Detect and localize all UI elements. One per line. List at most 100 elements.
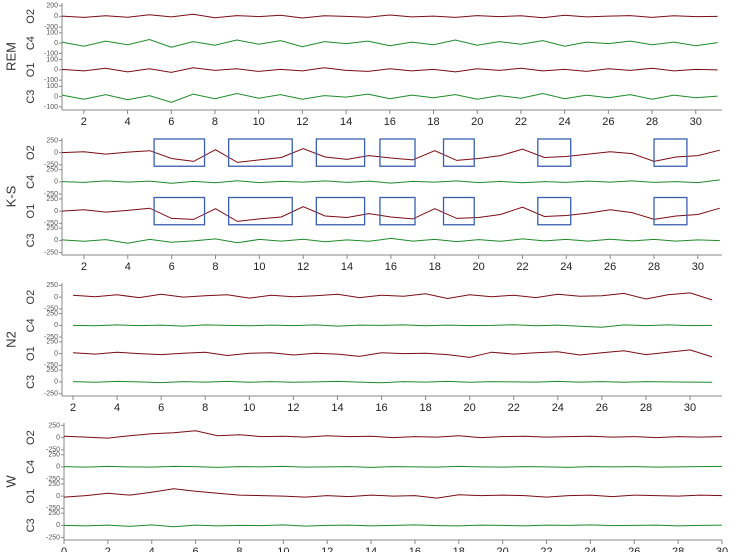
x-tick-label: 18: [427, 116, 439, 128]
x-tick-label: 20: [497, 546, 509, 552]
x-tick-label: 20: [464, 402, 476, 414]
y-tick-label: 0: [54, 179, 58, 186]
x-tick-label: 28: [646, 116, 658, 128]
y-tick-label: -250: [46, 447, 60, 454]
x-tick-label: 0: [61, 546, 67, 552]
signal-trace: [61, 67, 718, 73]
x-tick-label: 14: [340, 116, 352, 128]
signal-trace: [61, 148, 720, 163]
x-tick-label: 14: [331, 402, 343, 414]
y-tick-label: -250: [44, 362, 58, 369]
y-tick-label: 0: [56, 464, 60, 471]
highlight-box: [315, 138, 366, 167]
y-tick-label: 250: [48, 481, 60, 488]
channel-label: C3: [25, 375, 37, 389]
channel-label: C4: [25, 36, 37, 50]
y-tick-label: -100: [44, 50, 58, 57]
channel-label: C3: [25, 90, 37, 104]
x-tick-label: 12: [296, 116, 308, 128]
y-tick-label: 0: [56, 522, 60, 529]
x-tick-label: 28: [648, 261, 660, 273]
signal-trace: [63, 465, 723, 468]
x-tick-label: 2: [81, 261, 87, 273]
highlight-box: [537, 138, 572, 167]
x-tick-label: 8: [202, 402, 208, 414]
y-tick-label: -250: [46, 534, 60, 541]
stage-label: K-S: [3, 185, 18, 207]
y-tick-label: -250: [44, 334, 58, 341]
x-tick-label: 22: [540, 546, 552, 552]
signal-trace: [72, 349, 713, 358]
x-tick-label: 6: [169, 261, 175, 273]
signal-trace: [72, 324, 713, 328]
y-tick-label: -250: [46, 505, 60, 512]
y-tick-label: 250: [46, 225, 58, 232]
stage-label: REM: [3, 42, 18, 71]
y-tick-label: 0: [54, 13, 58, 20]
y-tick-label: 250: [48, 510, 60, 517]
channel-label: C3: [25, 518, 37, 532]
x-tick-label: 4: [125, 261, 131, 273]
y-tick-label: 0: [54, 322, 58, 329]
y-tick-label: 250: [46, 137, 58, 144]
y-tick-label: 250: [46, 282, 58, 289]
y-tick-label: -250: [44, 249, 58, 256]
x-tick-label: 24: [584, 546, 596, 552]
x-tick-label: 12: [287, 402, 299, 414]
x-tick-label: 8: [236, 546, 242, 552]
y-tick-label: 0: [54, 40, 58, 47]
x-tick-label: 22: [508, 402, 520, 414]
x-tick-label: 20: [472, 261, 484, 273]
y-tick-label: 250: [46, 196, 58, 203]
x-tick-label: 10: [253, 261, 265, 273]
highlight-box: [537, 196, 572, 226]
x-tick-label: 18: [419, 402, 431, 414]
y-tick-label: 250: [46, 310, 58, 317]
y-tick-label: -250: [44, 162, 58, 169]
x-tick-label: 30: [684, 402, 696, 414]
x-tick-label: 22: [515, 116, 527, 128]
highlight-box: [653, 138, 688, 167]
y-tick-label: 0: [56, 434, 60, 441]
channel-label: C3: [25, 233, 37, 247]
y-tick-label: 250: [48, 452, 60, 459]
y-tick-label: -250: [44, 390, 58, 397]
signal-trace: [63, 524, 723, 528]
signal-trace: [61, 13, 718, 19]
channel-label: C4: [25, 318, 37, 332]
y-tick-label: 250: [46, 339, 58, 346]
channel-label: O2: [25, 430, 37, 445]
signal-trace: [72, 292, 713, 301]
x-tick-label: 6: [168, 116, 174, 128]
x-tick-label: 18: [429, 261, 441, 273]
stage-label: W: [3, 475, 18, 488]
signal-trace: [63, 488, 723, 499]
x-tick-label: 14: [365, 546, 377, 552]
y-tick-label: -250: [44, 191, 58, 198]
x-tick-label: 10: [253, 116, 265, 128]
channel-label: O1: [25, 346, 37, 361]
x-tick-label: 16: [375, 402, 387, 414]
y-tick-label: 250: [48, 422, 60, 429]
signal-trace: [61, 206, 720, 222]
highlight-box: [153, 138, 206, 167]
x-tick-label: 16: [385, 261, 397, 273]
y-tick-label: 100: [46, 30, 58, 37]
x-tick-label: 24: [560, 261, 572, 273]
y-tick-label: 0: [54, 208, 58, 215]
x-tick-label: 8: [212, 116, 218, 128]
highlight-box: [315, 196, 366, 226]
y-tick-label: -250: [46, 476, 60, 483]
highlight-box: [227, 138, 293, 167]
y-tick-label: 250: [46, 167, 58, 174]
x-tick-label: 2: [81, 116, 87, 128]
highlight-box: [442, 196, 475, 226]
x-tick-label: 28: [672, 546, 684, 552]
y-tick-label: 0: [54, 379, 58, 386]
x-tick-label: 30: [692, 261, 704, 273]
x-tick-label: 12: [321, 546, 333, 552]
x-tick-label: 18: [453, 546, 465, 552]
x-tick-label: 24: [552, 402, 564, 414]
y-tick-label: 200: [46, 3, 58, 10]
